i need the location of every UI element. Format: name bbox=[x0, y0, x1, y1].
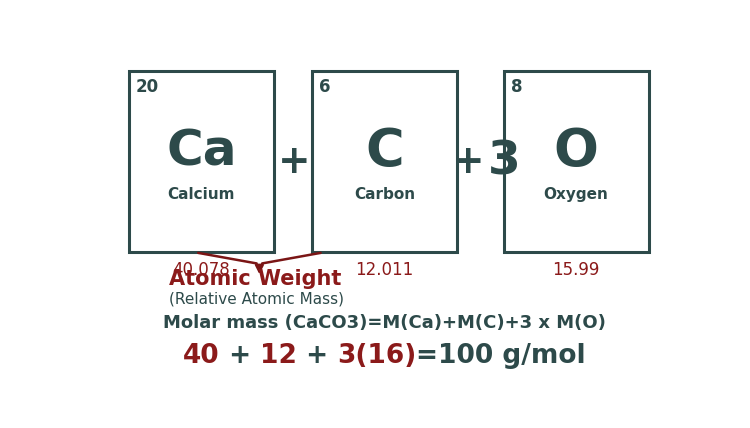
Text: +: + bbox=[297, 343, 337, 369]
Text: Molar mass (CaCO3)=M(Ca)+M(C)+3 x M(O): Molar mass (CaCO3)=M(Ca)+M(C)+3 x M(O) bbox=[163, 314, 606, 332]
Text: Calcium: Calcium bbox=[167, 187, 235, 202]
Text: Carbon: Carbon bbox=[354, 187, 415, 202]
Text: Oxygen: Oxygen bbox=[544, 187, 609, 202]
Text: +: + bbox=[220, 343, 260, 369]
Bar bbox=[312, 71, 457, 253]
Bar bbox=[503, 71, 649, 253]
Text: O: O bbox=[554, 126, 598, 178]
Text: +: + bbox=[452, 143, 485, 181]
Text: =100 g/mol: =100 g/mol bbox=[416, 343, 586, 369]
Text: 12: 12 bbox=[260, 343, 297, 369]
Text: 6: 6 bbox=[319, 78, 330, 96]
Text: 20: 20 bbox=[136, 78, 159, 96]
Text: C: C bbox=[365, 126, 404, 178]
Text: 3(16): 3(16) bbox=[337, 343, 416, 369]
Text: +: + bbox=[278, 143, 310, 181]
Text: Ca: Ca bbox=[166, 128, 236, 176]
Text: (Relative Atomic Mass): (Relative Atomic Mass) bbox=[170, 292, 344, 307]
Text: 40.078: 40.078 bbox=[172, 261, 230, 279]
Text: 3: 3 bbox=[488, 139, 520, 184]
Text: 15.99: 15.99 bbox=[553, 261, 600, 279]
Text: 40: 40 bbox=[183, 343, 220, 369]
Text: Atomic Weight: Atomic Weight bbox=[170, 269, 342, 289]
Text: 12.011: 12.011 bbox=[356, 261, 413, 279]
Bar bbox=[129, 71, 274, 253]
Text: 8: 8 bbox=[511, 78, 522, 96]
